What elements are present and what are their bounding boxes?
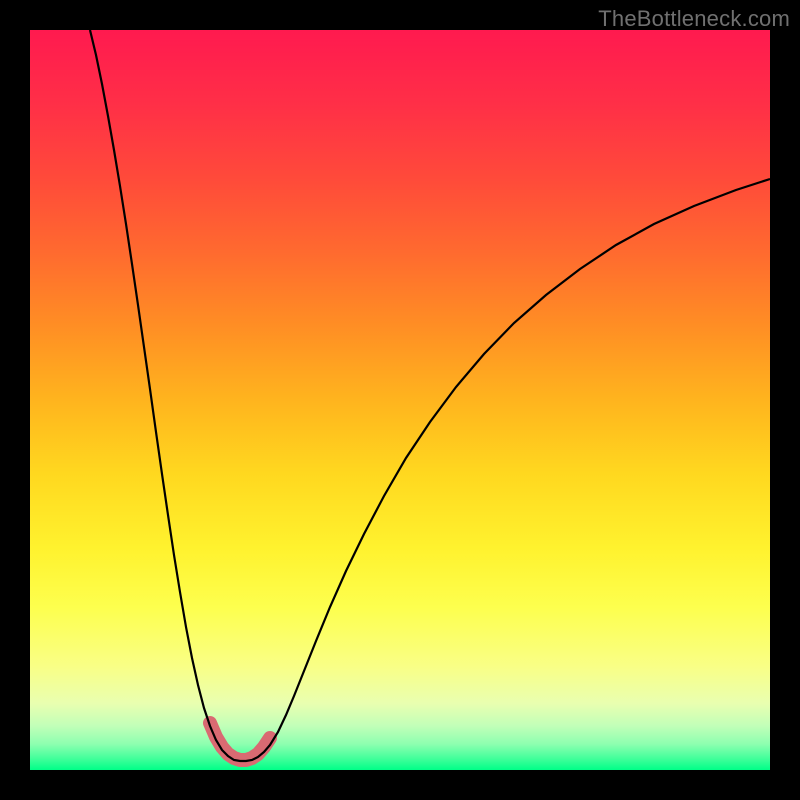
bottleneck-chart bbox=[30, 30, 770, 770]
watermark-text: TheBottleneck.com bbox=[598, 6, 790, 32]
gradient-background bbox=[30, 30, 770, 770]
chart-container bbox=[30, 30, 770, 770]
